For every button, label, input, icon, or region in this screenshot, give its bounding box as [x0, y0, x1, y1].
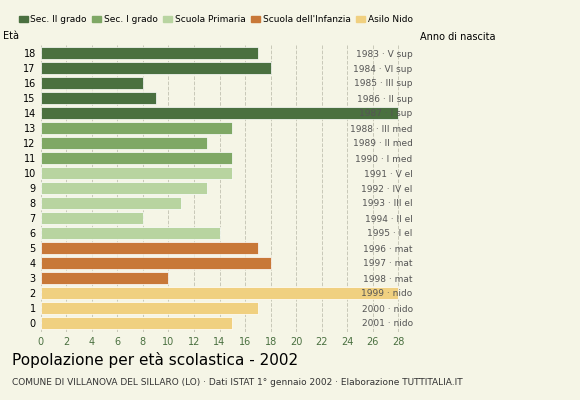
Bar [41, 92, 155, 104]
Bar [41, 242, 258, 254]
Bar [41, 317, 233, 329]
Bar [41, 62, 271, 74]
Bar [41, 122, 233, 134]
Text: Anno di nascita: Anno di nascita [420, 32, 495, 42]
Text: Età: Età [3, 31, 19, 41]
Bar [41, 182, 206, 194]
Bar [41, 77, 143, 89]
Bar [41, 167, 233, 179]
Bar [41, 212, 143, 224]
Bar [41, 197, 181, 209]
Legend: Sec. II grado, Sec. I grado, Scuola Primaria, Scuola dell'Infanzia, Asilo Nido: Sec. II grado, Sec. I grado, Scuola Prim… [15, 12, 416, 28]
Bar [41, 47, 258, 59]
Bar [41, 227, 219, 239]
Text: COMUNE DI VILLANOVA DEL SILLARO (LO) · Dati ISTAT 1° gennaio 2002 · Elaborazione: COMUNE DI VILLANOVA DEL SILLARO (LO) · D… [12, 378, 462, 387]
Bar [41, 137, 206, 149]
Bar [41, 107, 398, 119]
Bar [41, 152, 233, 164]
Bar [41, 272, 168, 284]
Bar [41, 287, 398, 299]
Bar [41, 302, 258, 314]
Text: Popolazione per età scolastica - 2002: Popolazione per età scolastica - 2002 [12, 352, 298, 368]
Bar [41, 257, 271, 269]
